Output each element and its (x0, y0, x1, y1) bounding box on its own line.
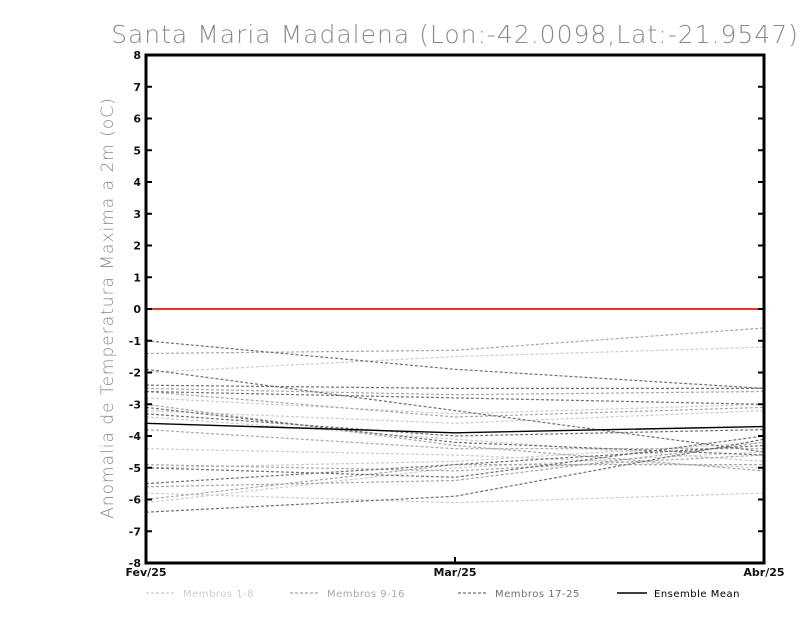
series-line-m10 (145, 387, 765, 396)
legend: Membros 1-8 Membros 9-16 Membros 17-25 Ense… (146, 589, 740, 600)
y-tick-label: 6 (133, 113, 141, 126)
y-tick-label: 3 (133, 208, 141, 221)
y-tick-label: 1 (133, 271, 141, 284)
legend-label-1: Membros 9-16 (327, 589, 405, 600)
series-line-m14 (145, 464, 764, 501)
y-tick-label: -8 (129, 557, 141, 570)
series-line-m19 (145, 384, 764, 389)
y-tick-label: -2 (129, 367, 141, 380)
series-line-m4 (145, 448, 765, 469)
y-tick-label: 2 (133, 240, 141, 253)
series-line-m9 (145, 327, 765, 355)
y-axis-label: Anomalia de Temperatura Maxima a 2m (oC) (98, 97, 118, 519)
ensemble-mean-line (145, 422, 765, 434)
plot-frame (144, 53, 766, 565)
x-tick-label: Mar/25 (433, 566, 476, 579)
y-tick-label: -1 (129, 335, 141, 348)
series-line-m1 (145, 346, 765, 374)
series-line-m17 (145, 340, 765, 389)
y-tick-label: 7 (133, 81, 141, 94)
y-tick-label: 8 (133, 49, 141, 62)
series-line-m22 (145, 413, 765, 437)
ticks-layer: -8 -7 -6 -5 -4 -3 -2 -1 0 1 2 3 4 5 6 7 8 Fev/25 Mar/25 Abr… (125, 49, 784, 579)
series-line-m13 (145, 441, 765, 488)
y-tick-label: -7 (129, 525, 141, 538)
series-line-m15 (145, 390, 765, 418)
series-layer (145, 327, 765, 513)
series-line-m12 (145, 454, 765, 472)
legend-label-0: Membros 1-8 (183, 589, 254, 600)
series-line-m24 (145, 444, 765, 485)
y-tick-label: -4 (129, 430, 142, 443)
series-line-m6 (145, 492, 765, 504)
series-line-m23 (145, 435, 765, 478)
series-line-m11 (145, 403, 765, 472)
series-line-m18 (145, 368, 765, 453)
series-line-m7 (145, 451, 765, 504)
series-line-m2 (145, 397, 765, 415)
series-line-m21 (145, 406, 765, 456)
series-line-m3 (145, 416, 765, 462)
chart-title: Santa Maria Madalena (Lon:-42.0098,Lat:-… (111, 20, 799, 49)
y-tick-label: 0 (133, 303, 141, 316)
x-tick-label: Fev/25 (125, 566, 166, 579)
y-tick-label: -3 (129, 398, 141, 411)
y-tick-label: 5 (133, 144, 141, 157)
series-line-m16 (145, 429, 764, 450)
y-tick-label: 4 (133, 176, 141, 189)
series-line-m20 (145, 390, 765, 405)
x-tick-label: Abr/25 (743, 566, 784, 579)
series-line-m8 (145, 410, 765, 424)
y-tick-label: -6 (129, 494, 142, 507)
legend-label-2: Membros 17-25 (495, 589, 580, 600)
y-tick-label: -5 (129, 462, 141, 475)
legend-label-3: Ensemble Mean (654, 589, 740, 600)
